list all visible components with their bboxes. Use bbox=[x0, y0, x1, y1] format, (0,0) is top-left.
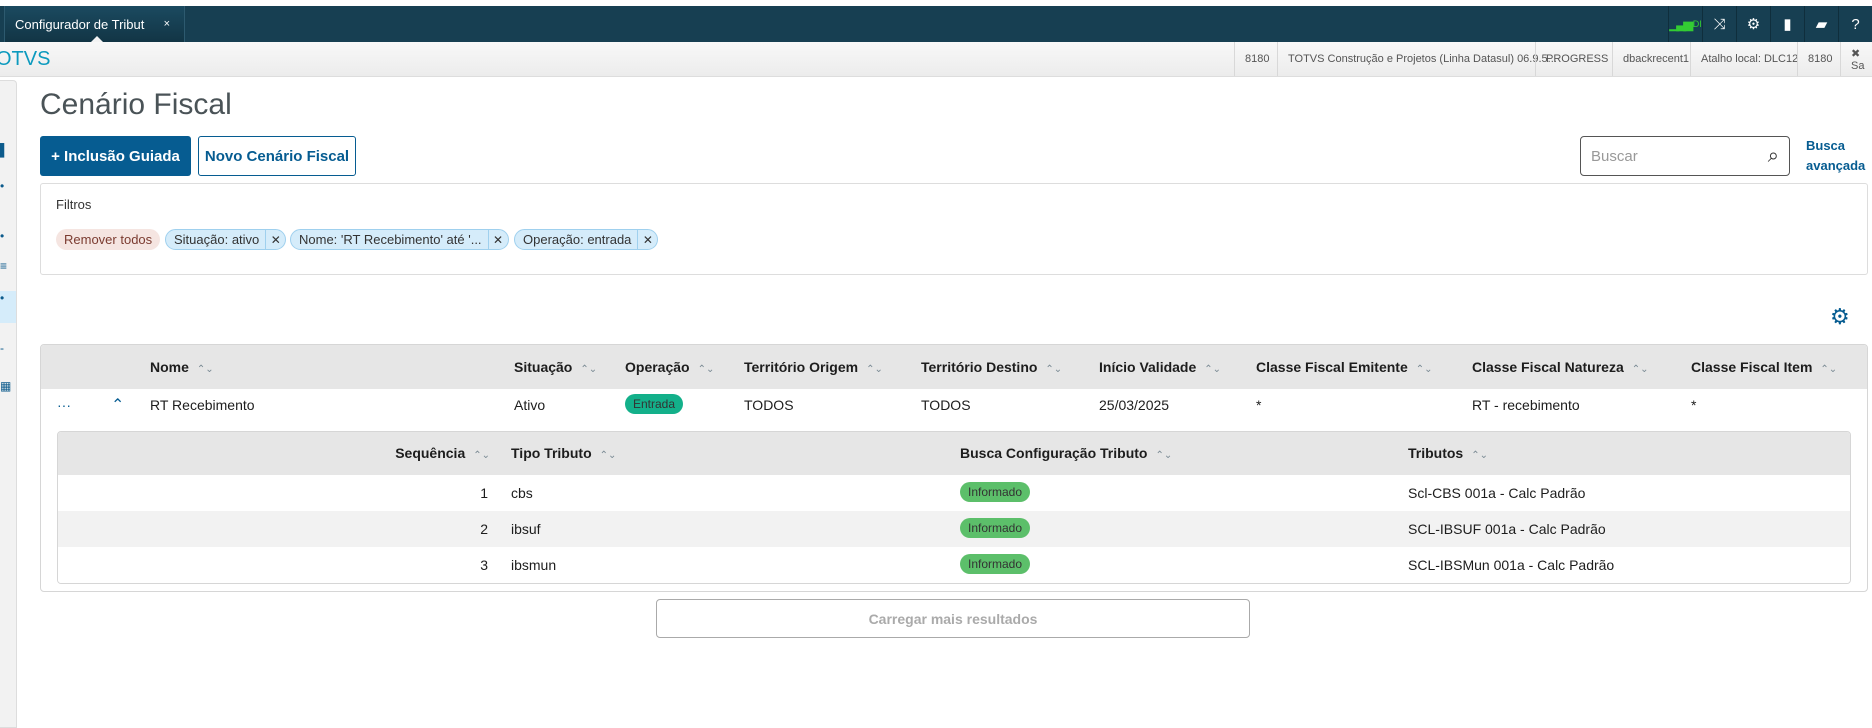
cell-sequencia: 2 bbox=[480, 521, 488, 537]
sidebar-icon-active[interactable]: • bbox=[0, 291, 16, 323]
informado-tag: Informado bbox=[960, 554, 1031, 574]
info-item: dbackrecent1 bbox=[1612, 42, 1699, 76]
new-fiscal-scenario-button[interactable]: Novo Cenário Fiscal bbox=[198, 136, 356, 176]
column-header-tributos[interactable]: Tributos ⌃⌄ bbox=[1408, 445, 1488, 461]
sidebar-icon[interactable]: - bbox=[0, 341, 4, 355]
shuffle-icon[interactable]: ⤨ bbox=[1702, 6, 1736, 42]
cell-tributos: SCL-IBSUF 001a - Calc Padrão bbox=[1408, 521, 1606, 537]
table-row: ··· ⌃ RT Recebimento Ativo Entrada TODOS… bbox=[41, 389, 1867, 421]
cell-tipo-tributo: ibsuf bbox=[511, 521, 541, 537]
column-header-sequencia[interactable]: Sequência ⌃⌄ bbox=[395, 445, 490, 461]
filter-chip-label: Nome: 'RT Recebimento' até '... bbox=[299, 232, 482, 247]
operation-tag: Entrada bbox=[625, 394, 684, 414]
sidebar-icon[interactable]: • bbox=[0, 179, 5, 193]
row-actions-button[interactable]: ··· bbox=[57, 397, 71, 413]
detail-header: Sequência ⌃⌄ Tipo Tributo ⌃⌄ Busca Configu… bbox=[58, 432, 1850, 475]
load-more-button[interactable]: Carregar mais resultados bbox=[656, 599, 1250, 638]
page-title: Cenário Fiscal bbox=[40, 88, 232, 121]
cell-sequencia: 3 bbox=[480, 557, 488, 573]
informado-tag: Informado bbox=[960, 482, 1031, 502]
column-header-territorio-origem[interactable]: Território Origem ⌃⌄ bbox=[744, 359, 883, 375]
cell-sequencia: 1 bbox=[480, 485, 488, 501]
info-item: 8180 bbox=[1797, 42, 1842, 76]
filter-chip: Operação: entrada ✕ bbox=[514, 229, 659, 250]
chevron-up-icon[interactable]: ⌃ bbox=[111, 397, 125, 414]
tab-title: Configurador de Tribut bbox=[15, 16, 145, 32]
cell-situacao: Ativo bbox=[514, 397, 546, 413]
cell-nome: RT Recebimento bbox=[150, 397, 255, 413]
cell-tributos: Scl-CBS 001a - Calc Padrão bbox=[1408, 485, 1586, 501]
column-header-territorio-destino[interactable]: Território Destino ⌃⌄ bbox=[921, 359, 1063, 375]
search-input[interactable]: Buscar ⌕ bbox=[1580, 136, 1790, 176]
top-bar: Configurador de Tribut × ▁▃▅ DI ⤨ ⚙ ▮ ▰ … bbox=[0, 0, 1872, 42]
sidebar-icon[interactable]: • bbox=[0, 229, 5, 243]
info-bar: OTVS 8180 TOTVS Construção e Projetos (L… bbox=[0, 42, 1872, 77]
chat-icon[interactable]: ▰ bbox=[1804, 6, 1838, 42]
remove-all-filters-button[interactable]: Remover todos bbox=[56, 229, 161, 250]
close-icon[interactable]: ✕ bbox=[265, 230, 285, 249]
filters-label: Filtros bbox=[56, 197, 92, 212]
detail-row: 1 cbs Informado Scl-CBS 001a - Calc Padr… bbox=[58, 475, 1850, 511]
close-icon[interactable]: ✕ bbox=[637, 230, 657, 249]
close-icon[interactable]: × bbox=[163, 18, 170, 30]
table-header: Nome ⌃⌄ Situação ⌃⌄ Operação ⌃⌄ Território … bbox=[41, 345, 1867, 389]
detail-row: 2 ibsuf Informado SCL-IBSUF 001a - Calc … bbox=[58, 511, 1850, 547]
column-header-nome[interactable]: Nome ⌃⌄ bbox=[150, 359, 214, 375]
sidebar-icon[interactable]: ▌ bbox=[0, 143, 9, 157]
column-header-busca-configuracao[interactable]: Busca Configuração Tributo ⌃⌄ bbox=[960, 445, 1173, 461]
detail-table: Sequência ⌃⌄ Tipo Tributo ⌃⌄ Busca Configu… bbox=[57, 431, 1851, 584]
help-icon[interactable]: ? bbox=[1838, 6, 1872, 42]
sidebar: ▌ • • ≡ • - ▦ bbox=[0, 80, 17, 728]
filter-chip-label: Situação: ativo bbox=[174, 232, 260, 247]
cell-inicio-validade: 25/03/2025 bbox=[1099, 397, 1170, 413]
filter-chip: Nome: 'RT Recebimento' até '... ✕ bbox=[290, 229, 509, 250]
logo: OTVS bbox=[0, 48, 51, 70]
sidebar-icon[interactable]: ≡ bbox=[0, 259, 8, 273]
tab-configurador[interactable]: Configurador de Tribut × bbox=[4, 6, 185, 42]
informado-tag: Informado bbox=[960, 518, 1031, 538]
sidebar-icon[interactable]: ▦ bbox=[0, 379, 12, 393]
document-icon[interactable]: ▮ bbox=[1770, 6, 1804, 42]
column-header-tipo-tributo[interactable]: Tipo Tributo ⌃⌄ bbox=[511, 445, 617, 461]
filter-chip-label: Operação: entrada bbox=[523, 232, 632, 247]
table-settings-gear-icon[interactable]: ⚙ bbox=[1830, 304, 1850, 329]
signal-label: DI bbox=[1692, 19, 1702, 29]
detail-row: 3 ibsmun Informado SCL-IBSMun 001a - Cal… bbox=[58, 547, 1850, 583]
column-header-operacao[interactable]: Operação ⌃⌄ bbox=[625, 359, 715, 375]
column-header-classe-emitente[interactable]: Classe Fiscal Emitente ⌃⌄ bbox=[1256, 359, 1433, 375]
cell-tributos: SCL-IBSMun 001a - Calc Padrão bbox=[1408, 557, 1615, 573]
advanced-search-link[interactable]: Busca avançada bbox=[1806, 138, 1866, 173]
exit-button[interactable]: ✖ Sa bbox=[1840, 42, 1872, 76]
info-item: 8180 bbox=[1234, 42, 1279, 76]
scenario-table: Nome ⌃⌄ Situação ⌃⌄ Operação ⌃⌄ Território … bbox=[40, 344, 1868, 592]
column-header-classe-natureza[interactable]: Classe Fiscal Natureza ⌃⌄ bbox=[1472, 359, 1649, 375]
filters-panel: Filtros Remover todos Situação: ativo ✕ N… bbox=[40, 183, 1868, 275]
info-item: TOTVS Construção e Projetos (Linha Datas… bbox=[1277, 42, 1567, 76]
cell-classe-emitente: * bbox=[1256, 397, 1262, 413]
cell-classe-item: * bbox=[1691, 397, 1697, 413]
column-header-classe-item[interactable]: Classe Fiscal Item ⌃⌄ bbox=[1691, 359, 1838, 375]
cell-classe-natureza: RT - recebimento bbox=[1472, 397, 1580, 413]
guided-inclusion-button[interactable]: + Inclusão Guiada bbox=[40, 136, 191, 176]
cell-territorio-origem: TODOS bbox=[744, 397, 794, 413]
cell-territorio-destino: TODOS bbox=[921, 397, 971, 413]
column-header-inicio-validade[interactable]: Início Validade ⌃⌄ bbox=[1099, 359, 1222, 375]
close-icon[interactable]: ✕ bbox=[487, 230, 508, 249]
info-item: PROGRESS bbox=[1535, 42, 1618, 76]
search-placeholder: Buscar bbox=[1591, 147, 1638, 165]
cell-tipo-tributo: ibsmun bbox=[511, 557, 557, 573]
search-icon[interactable]: ⌕ bbox=[1767, 144, 1779, 167]
cell-tipo-tributo: cbs bbox=[511, 485, 533, 501]
column-header-situacao[interactable]: Situação ⌃⌄ bbox=[514, 359, 598, 375]
info-item: Atalho local: DLC12 bbox=[1690, 42, 1808, 76]
gear-icon[interactable]: ⚙ bbox=[1736, 6, 1770, 42]
filter-chip: Situação: ativo ✕ bbox=[165, 229, 287, 250]
signal-icon[interactable]: ▁▃▅ DI bbox=[1668, 6, 1702, 42]
